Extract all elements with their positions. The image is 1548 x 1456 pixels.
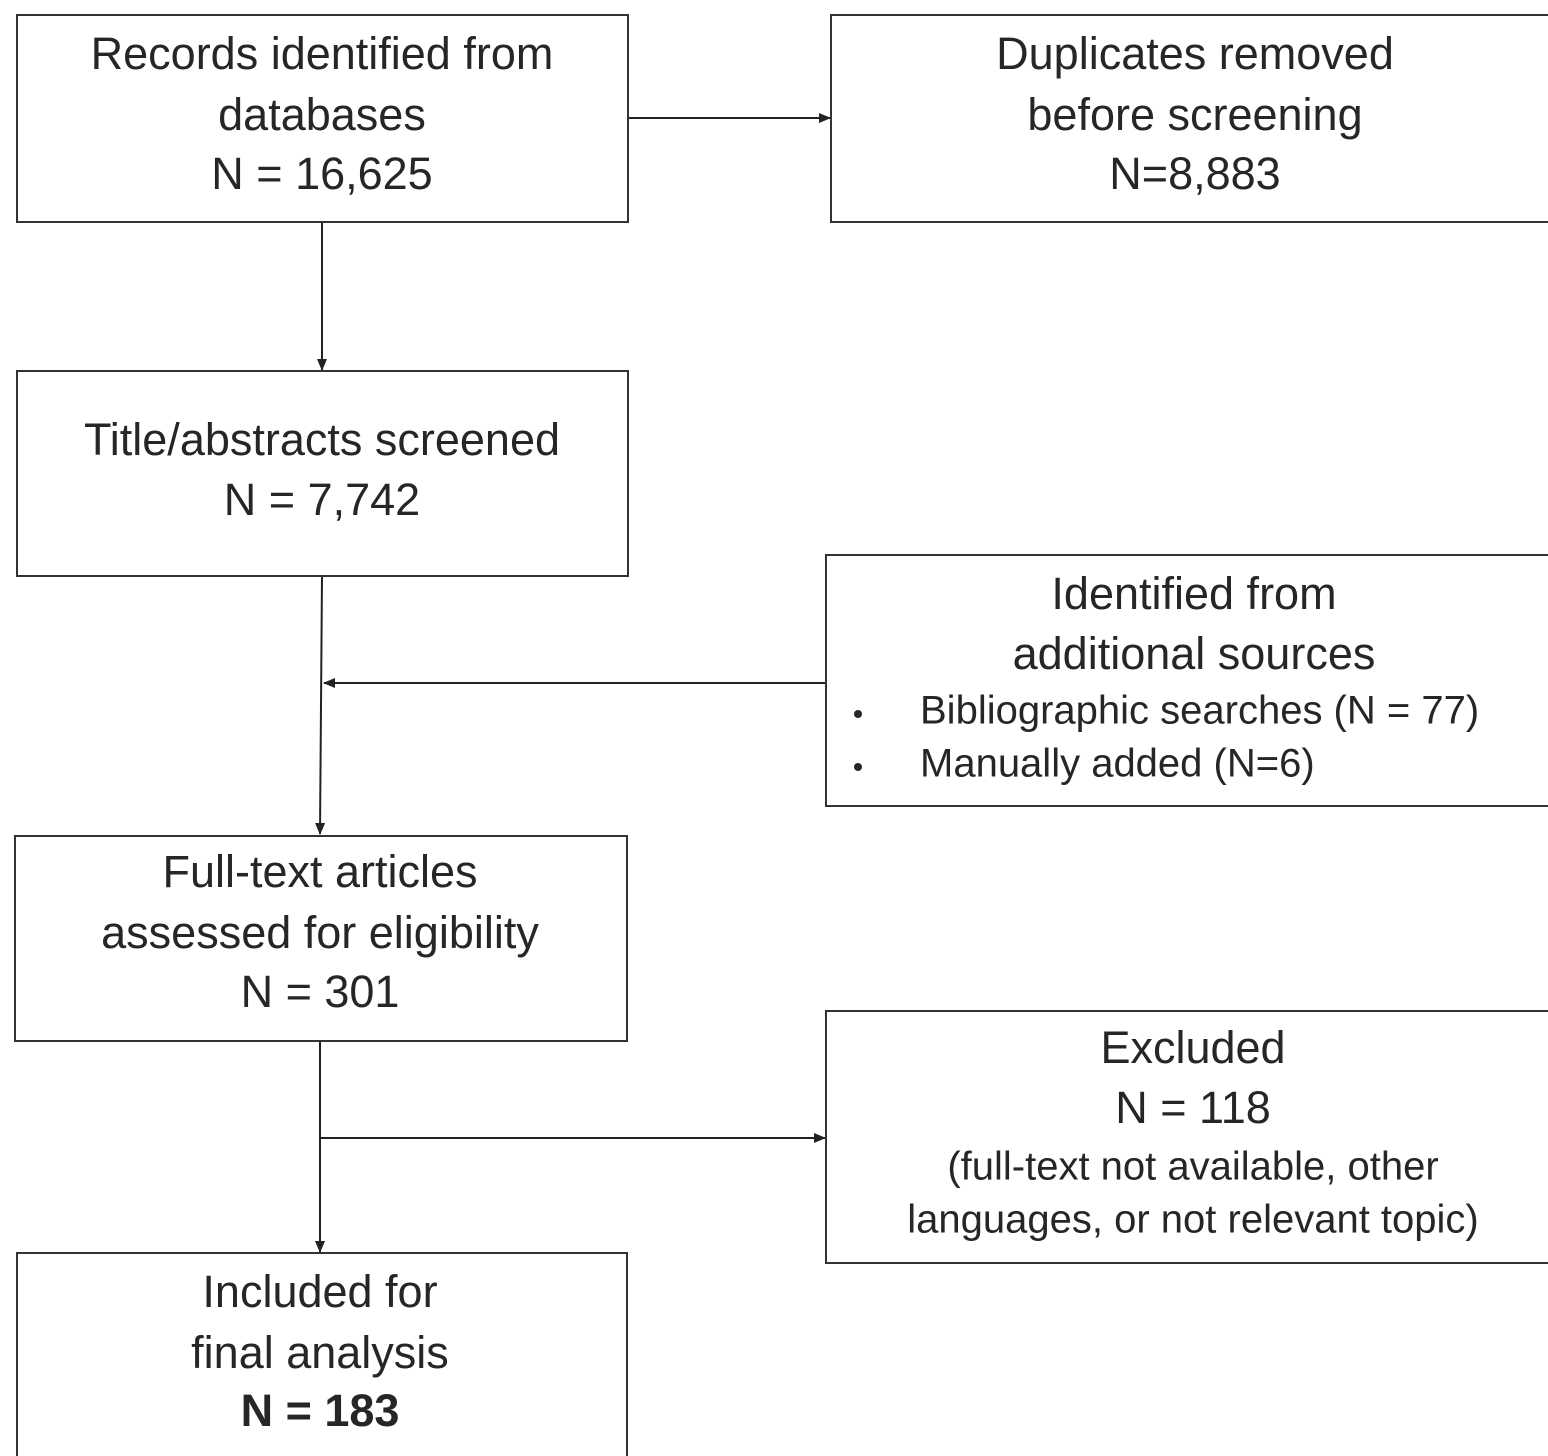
box — [16, 370, 629, 577]
node-text: Records identified from — [91, 28, 554, 79]
node-text: Identified from — [1051, 568, 1336, 619]
node-text: before screening — [1027, 89, 1362, 140]
box — [16, 1252, 628, 1456]
bullet-dot — [854, 710, 862, 718]
node-text: Included for — [202, 1266, 437, 1317]
node-text: N = 118 — [1115, 1082, 1271, 1133]
node-text: final analysis — [191, 1327, 449, 1378]
box — [825, 1010, 1548, 1264]
node-text: (full-text not available, other — [947, 1145, 1438, 1189]
node-text: Title/abstracts screened — [84, 414, 560, 465]
node-text: languages, or not relevant topic) — [907, 1198, 1478, 1242]
node-text: Duplicates removed — [996, 28, 1394, 79]
node-text: Excluded — [1100, 1022, 1285, 1073]
node-text: assessed for eligibility — [101, 907, 539, 958]
box — [830, 14, 1548, 223]
node-text: N = 301 — [241, 966, 400, 1017]
node-text: additional sources — [1013, 628, 1376, 679]
node-text: Full-text articles — [162, 846, 477, 897]
box — [825, 554, 1548, 807]
bullet-text: Manually added (N=6) — [920, 742, 1315, 786]
bullet-dot — [854, 763, 862, 771]
node-text: databases — [218, 89, 426, 140]
box — [14, 835, 628, 1042]
node-text: N = 16,625 — [211, 148, 432, 199]
node-text: N = 7,742 — [224, 474, 420, 525]
node-text: N=8,883 — [1109, 148, 1280, 199]
arrow — [315, 575, 326, 835]
node-text: N = 183 — [241, 1385, 400, 1436]
bullet-text: Bibliographic searches (N = 77) — [920, 689, 1479, 733]
box — [16, 14, 629, 223]
